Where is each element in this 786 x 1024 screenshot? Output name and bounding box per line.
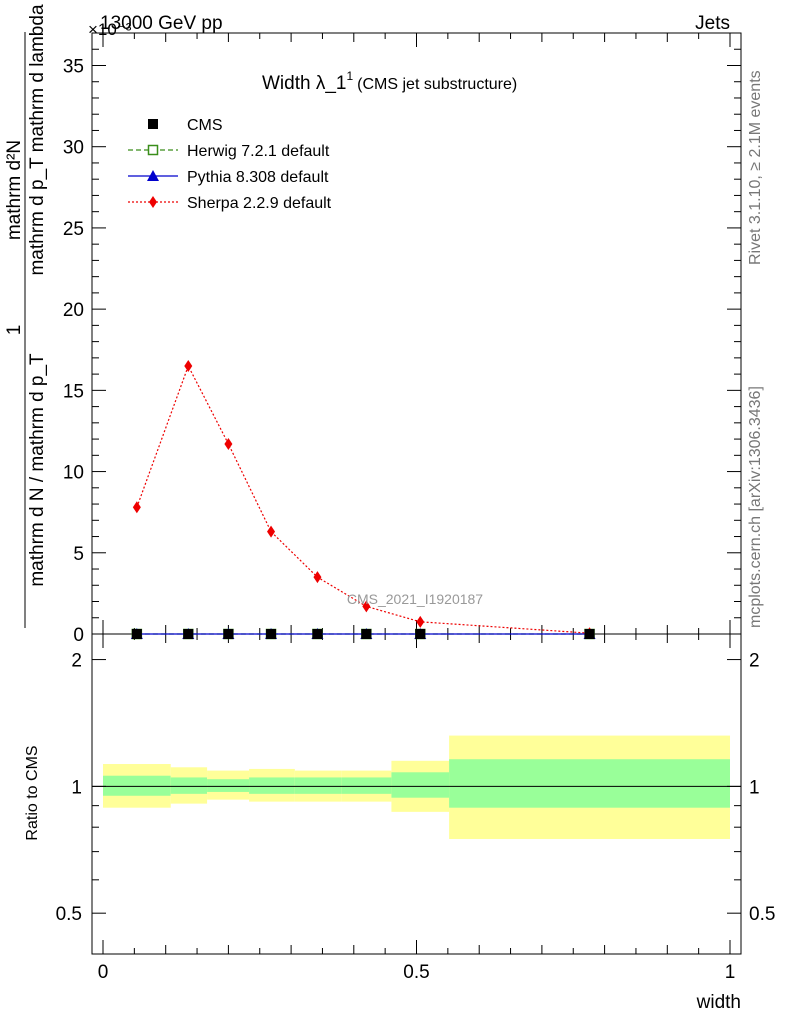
legend-label: Herwig 7.2.1 default — [187, 143, 330, 160]
legend-marker — [149, 196, 157, 208]
legend-entry: Herwig 7.2.1 default — [128, 143, 330, 160]
watermark: CMS_2021_I1920187 — [347, 591, 483, 607]
ratio-axis-ticks: 0.5 0.5 1 1 2 2 — [56, 651, 776, 926]
ratio-tick-label: 0.5 — [56, 904, 82, 925]
rivet-label: Rivet 3.1.10, ≥ 2.1M events — [747, 70, 764, 265]
legend-marker — [148, 119, 158, 129]
y-tick-label: 15 — [63, 381, 84, 402]
legend-label: CMS — [187, 117, 223, 134]
y-tick-label: 35 — [63, 56, 84, 77]
ratio-inner-band — [294, 777, 342, 794]
data-point — [361, 629, 372, 639]
y-tick-label: 20 — [63, 300, 84, 321]
exponent-label: ×10⁻³ — [88, 20, 132, 39]
x-tick-label: 0 — [98, 962, 109, 983]
legend: CMS Herwig 7.2.1 default Pythia 8.308 defa… — [128, 117, 332, 212]
ratio-tick-label-right: 1 — [749, 777, 760, 798]
ylabel-denom: mathrm d p_T mathrm d lambda — [27, 4, 48, 275]
legend-entry: CMS — [148, 117, 223, 134]
ratio-inner-band — [103, 775, 171, 796]
data-point — [267, 525, 276, 538]
ratio-inner-band — [249, 777, 295, 794]
ratio-inner-band — [449, 759, 730, 808]
y-axis-label: 1 mathrm d²N mathrm d p_T mathrm d lambd… — [4, 4, 48, 628]
y-tick-label: 25 — [63, 219, 84, 240]
data-point — [184, 359, 193, 372]
data-point — [223, 629, 234, 639]
y-tick-label: 30 — [63, 138, 84, 159]
data-point — [183, 629, 194, 639]
data-point — [312, 629, 323, 639]
ratio-y-label: Ratio to CMS — [24, 745, 41, 840]
plot-title: Width λ_11 (CMS jet substructure) — [262, 69, 517, 94]
ylabel-prefix-numer: 1 — [4, 325, 25, 336]
ylabel-prefix-denom: mathrm d N / mathrm d p_T — [27, 353, 48, 587]
data-point — [224, 437, 233, 450]
header-right: Jets — [695, 13, 730, 34]
ratio-inner-band — [391, 772, 450, 798]
data-point — [584, 629, 595, 639]
plot-title-sup: 1 — [346, 69, 353, 83]
data-point — [313, 571, 322, 584]
ylabel-numer: mathrm d²N — [4, 140, 25, 240]
data-point — [362, 600, 371, 613]
data-series — [130, 359, 596, 640]
ratio-bands — [103, 735, 730, 840]
x-axis-label: width — [696, 992, 741, 1013]
y-tick-label: 10 — [63, 463, 84, 484]
y-tick-label: 5 — [73, 544, 84, 565]
ratio-tick-label-right: 0.5 — [749, 904, 775, 925]
legend-marker — [147, 170, 159, 181]
data-point — [416, 615, 425, 628]
ratio-tick-label-right: 2 — [749, 651, 760, 672]
series-line — [136, 364, 590, 634]
plot-title-main: Width λ_1 — [262, 73, 346, 94]
data-point — [131, 629, 142, 639]
data-point — [266, 629, 277, 639]
header-left: 13000 GeV pp — [100, 13, 223, 34]
legend-entry: Sherpa 2.2.9 default — [128, 195, 332, 212]
legend-label: Pythia 8.308 default — [187, 169, 329, 186]
legend-entry: Pythia 8.308 default — [128, 169, 329, 186]
mcplots-label: mcplots.cern.ch [arXiv:1306.3436] — [747, 386, 764, 628]
x-tick-label: 1 — [725, 962, 736, 983]
ratio-tick-label: 1 — [71, 777, 82, 798]
ratio-inner-band — [341, 777, 392, 794]
x-tick-label: 0.5 — [403, 962, 429, 983]
plot-title-sub: (CMS jet substructure) — [357, 76, 517, 93]
data-point — [132, 501, 141, 514]
series-cms — [131, 629, 595, 639]
y-tick-label: 0 — [73, 625, 84, 646]
ratio-inner-band — [170, 777, 208, 794]
legend-marker — [147, 144, 159, 156]
data-point — [415, 629, 426, 639]
ratio-inner-band — [207, 779, 250, 792]
y-axis-ticks: 0 5 10 15 20 25 30 35 — [63, 48, 741, 646]
ratio-tick-label: 2 — [71, 651, 82, 672]
legend-label: Sherpa 2.2.9 default — [187, 195, 332, 212]
